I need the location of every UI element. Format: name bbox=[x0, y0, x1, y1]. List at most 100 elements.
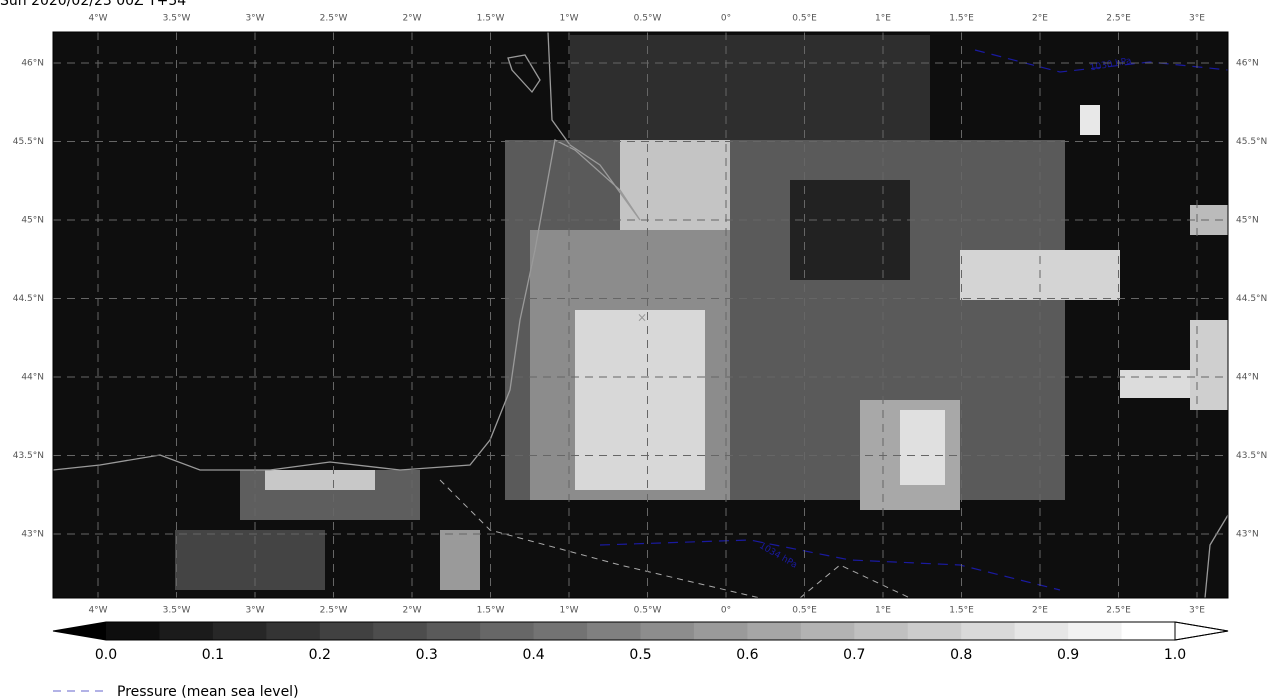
map-frame bbox=[52, 31, 1229, 599]
lon-label: 3°W bbox=[245, 14, 264, 24]
lon-label: 1.5°E bbox=[949, 606, 974, 616]
colorbar-segment bbox=[1068, 622, 1123, 640]
lon-label: 2°E bbox=[1032, 14, 1048, 24]
lon-label: 2.5°E bbox=[1106, 606, 1131, 616]
cloud-area bbox=[620, 140, 730, 230]
lat-label: 43.5°N bbox=[1236, 451, 1267, 461]
lon-label: 3°E bbox=[1189, 606, 1205, 616]
cloud-area bbox=[575, 310, 705, 490]
colorbar-segment bbox=[693, 622, 748, 640]
colorbar-low bbox=[53, 622, 106, 640]
colorbar-label: 0.8 bbox=[950, 647, 972, 663]
cloud-area bbox=[570, 35, 930, 145]
lon-label: 1.5°E bbox=[949, 14, 974, 24]
location-marker: × bbox=[637, 311, 647, 325]
colorbar-segment bbox=[1014, 622, 1069, 640]
colorbar-segment bbox=[266, 622, 321, 640]
lon-label: 2.5°W bbox=[320, 14, 348, 24]
cloud-area bbox=[1190, 320, 1228, 410]
cloud-area bbox=[440, 530, 480, 590]
colorbar-label: 1.0 bbox=[1164, 647, 1186, 663]
border bbox=[439, 479, 911, 599]
colorbar-segment bbox=[373, 622, 428, 640]
lon-label: 2°W bbox=[402, 606, 421, 616]
contour bbox=[974, 49, 1229, 73]
cloud-area bbox=[265, 470, 375, 490]
pressure-contours bbox=[599, 49, 1229, 591]
colorbar-segment bbox=[961, 622, 1016, 640]
lat-label: 45°N bbox=[1236, 216, 1259, 226]
colorbar-label: 0.7 bbox=[843, 647, 865, 663]
lon-label: 0° bbox=[721, 606, 731, 616]
colorbar-label: 0.3 bbox=[416, 647, 438, 663]
colorbar-label: 0.4 bbox=[522, 647, 544, 663]
colorbar-segment bbox=[587, 622, 641, 640]
coast-line bbox=[1204, 514, 1229, 599]
lat-label: 45°N bbox=[21, 216, 44, 226]
lon-label: 0° bbox=[721, 14, 731, 24]
lat-label: 43°N bbox=[21, 530, 44, 540]
colorbar-label: 0.1 bbox=[202, 647, 224, 663]
lon-label: 3°E bbox=[1189, 14, 1205, 24]
colorbar-segment bbox=[854, 622, 909, 640]
contour bbox=[599, 539, 1061, 591]
island bbox=[507, 54, 541, 94]
lon-label: 0.5°E bbox=[792, 606, 817, 616]
lon-label: 3°W bbox=[245, 606, 264, 616]
cloud-area bbox=[1080, 105, 1100, 135]
lon-label: 0.5°E bbox=[792, 14, 817, 24]
colorbar-label: 0.0 bbox=[95, 647, 117, 663]
lon-label: 2.5°W bbox=[320, 606, 348, 616]
cloud-area bbox=[790, 180, 910, 280]
lon-label: 2.5°E bbox=[1106, 14, 1131, 24]
lat-label: 46°N bbox=[1236, 59, 1259, 69]
cloud-area bbox=[175, 530, 325, 590]
colorbar-segment bbox=[640, 622, 695, 640]
lat-label: 43°N bbox=[1236, 530, 1259, 540]
lon-label: 2°W bbox=[402, 14, 421, 24]
lon-label: 4°W bbox=[88, 14, 107, 24]
lon-label: 3.5°W bbox=[163, 606, 191, 616]
colorbar-segment bbox=[907, 622, 962, 640]
lon-label: 1°W bbox=[559, 606, 578, 616]
colorbar-label: 0.9 bbox=[1057, 647, 1079, 663]
lat-label: 44°N bbox=[21, 373, 44, 383]
colorbar-segment bbox=[319, 622, 374, 640]
legend-label: Pressure (mean sea level) bbox=[117, 684, 299, 700]
colorbar bbox=[52, 621, 1229, 641]
lon-label: 1°E bbox=[875, 606, 891, 616]
map-title: Sun 2020/02/23 00Z T+54 bbox=[0, 0, 186, 9]
lat-label: 46°N bbox=[21, 59, 44, 69]
colorbar-segment bbox=[533, 622, 588, 640]
colorbar-label: 0.2 bbox=[309, 647, 331, 663]
colorbar-high bbox=[1174, 621, 1229, 641]
lat-label: 43.5°N bbox=[13, 451, 44, 461]
lon-label: 1.5°W bbox=[477, 14, 505, 24]
lat-label: 45.5°N bbox=[13, 137, 44, 147]
coast-line bbox=[52, 31, 641, 471]
lat-label: 44.5°N bbox=[13, 294, 44, 304]
lat-label: 44°N bbox=[1236, 373, 1259, 383]
colorbar-segment bbox=[159, 622, 214, 640]
colorbar-segment bbox=[106, 622, 160, 640]
lon-label: 1°W bbox=[559, 14, 578, 24]
colorbar-segment bbox=[1121, 622, 1176, 640]
lat-label: 45.5°N bbox=[1236, 137, 1267, 147]
lon-label: 0.5°W bbox=[634, 606, 662, 616]
colorbar-segment bbox=[800, 622, 855, 640]
lon-label: 4°W bbox=[88, 606, 107, 616]
lon-label: 0.5°W bbox=[634, 14, 662, 24]
cloud-area bbox=[900, 410, 945, 485]
colorbar-segment bbox=[747, 622, 802, 640]
colorbar-segment bbox=[480, 622, 535, 640]
lon-label: 1.5°W bbox=[477, 606, 505, 616]
lon-label: 3.5°W bbox=[163, 14, 191, 24]
lat-label: 44.5°N bbox=[1236, 294, 1267, 304]
graticule bbox=[53, 32, 1228, 598]
lon-label: 1°E bbox=[875, 14, 891, 24]
colorbar-segment bbox=[426, 622, 481, 640]
colorbar-label: 0.6 bbox=[736, 647, 758, 663]
colorbar-label: 0.5 bbox=[629, 647, 651, 663]
